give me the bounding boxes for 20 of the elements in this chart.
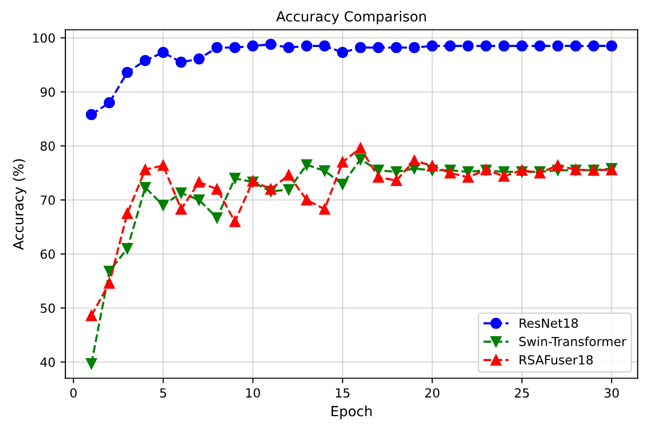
y-tick-label: 70 — [40, 195, 55, 205]
legend-label: RSAFuser18 — [520, 355, 593, 365]
x-tick-label: 25 — [514, 388, 529, 398]
y-tick-label: 60 — [40, 249, 55, 259]
x-tick-label: 0 — [70, 388, 77, 398]
x-tick-label: 15 — [336, 388, 350, 398]
x-axis-title: Epoch — [332, 406, 372, 420]
legend-label: Swin-Transformer — [519, 336, 626, 346]
x-tick-label: 5 — [160, 388, 166, 398]
x-tick-label: 20 — [425, 388, 440, 398]
y-axis-title: Accuracy (%) — [12, 159, 26, 250]
y-tick-label: 90 — [40, 87, 55, 97]
y-tick-label: 50 — [40, 303, 55, 313]
x-tick-label: 10 — [246, 388, 260, 398]
y-tick-label: 80 — [40, 141, 55, 151]
legend-label: ResNet18 — [520, 318, 578, 328]
y-tick-label: 100 — [33, 33, 55, 43]
chart-title: Accuracy Comparison — [276, 10, 426, 24]
y-tick-label: 40 — [40, 358, 55, 367]
x-tick-label: 30 — [604, 388, 619, 398]
